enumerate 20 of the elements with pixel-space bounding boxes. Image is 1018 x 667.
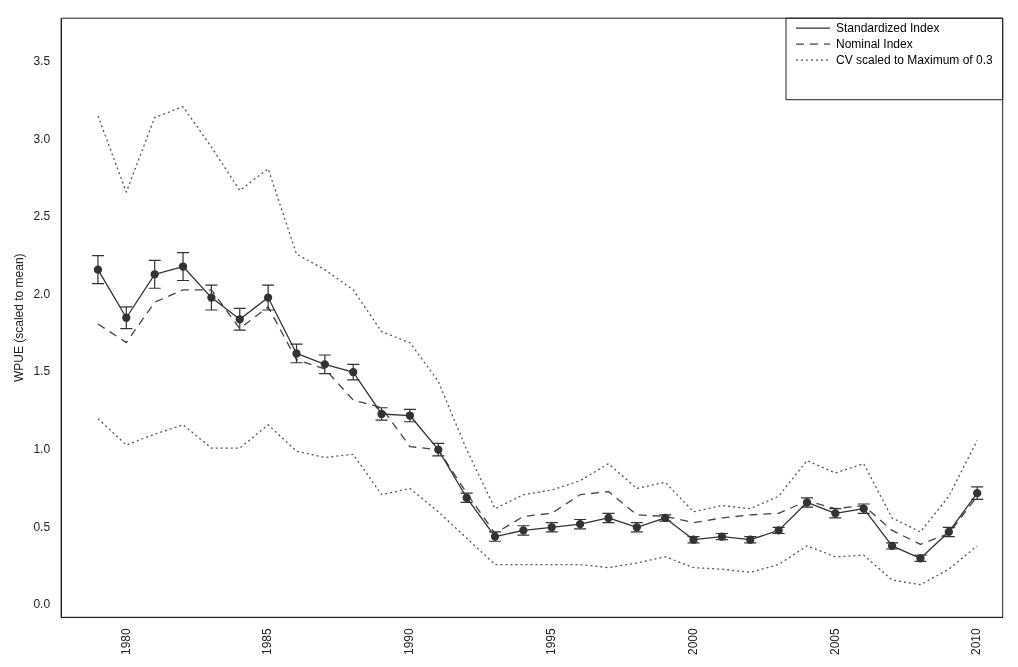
y-tick-label: 0.0 [33, 597, 51, 612]
x-tick-label: 2005 [827, 627, 842, 656]
x-tick-label: 2010 [969, 627, 984, 656]
y-tick-label: 1.0 [33, 441, 51, 456]
legend-label: CV scaled to Maximum of 0.3 [835, 52, 994, 67]
x-tick-label: 2000 [685, 627, 700, 656]
x-tick-label: 1990 [402, 627, 417, 656]
y-axis-title: WPUE (scaled to mean) [11, 253, 26, 383]
x-tick-label: 1985 [260, 627, 275, 656]
y-tick-label: 2.0 [33, 286, 51, 301]
y-tick-label: 1.5 [33, 364, 51, 379]
line-series [97, 106, 978, 533]
y-tick-label: 3.5 [33, 53, 51, 68]
legend-label: Standardized Index [835, 20, 940, 35]
y-tick-label: 3.0 [33, 131, 51, 146]
y-tick-label: 2.5 [33, 209, 51, 224]
y-tick-label: 0.5 [33, 519, 51, 534]
legend-label: Nominal Index [835, 36, 913, 51]
x-tick-label: 1980 [118, 627, 133, 656]
x-tick-label: 1995 [544, 627, 559, 656]
